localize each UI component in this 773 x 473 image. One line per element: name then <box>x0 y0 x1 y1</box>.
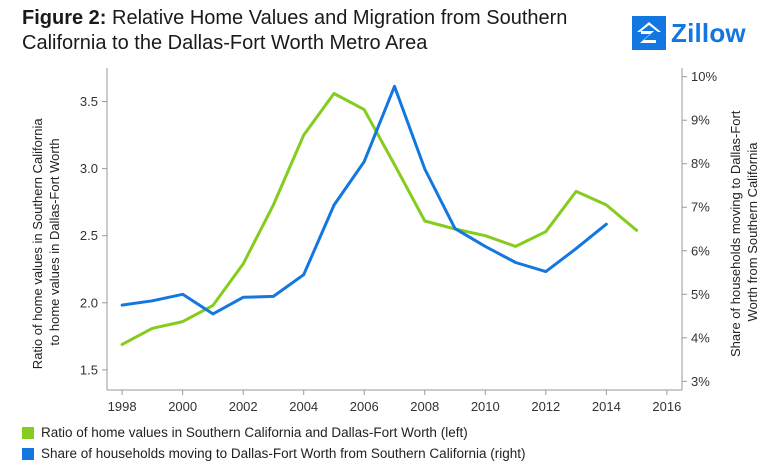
y-left-tick-label: 3.5 <box>80 94 98 109</box>
zillow-logo: Zillow <box>632 16 746 50</box>
legend-swatch-right-series <box>22 447 34 460</box>
figure-label: Figure 2: <box>22 7 107 29</box>
legend-label-right-series: Share of households moving to Dallas-For… <box>41 446 526 461</box>
y-right-tick-label: 6% <box>691 243 710 258</box>
x-tick-label: 2012 <box>531 399 560 414</box>
y-axis-left-label-line-1: Ratio of home values in Southern Califor… <box>30 118 45 370</box>
series-line-migration-share <box>120 84 608 316</box>
y-axis-right-label: Share of households moving to Dallas-For… <box>728 107 760 357</box>
y-left-tick-label: 2.0 <box>80 295 98 310</box>
x-tick-label: 2002 <box>229 399 258 414</box>
legend-label-left-series: Ratio of home values in Southern Califor… <box>41 425 468 440</box>
series-layer <box>120 84 639 346</box>
x-tick-label: 2016 <box>652 399 681 414</box>
series-line-home-value-ratio <box>120 92 639 346</box>
x-tick-label: 2010 <box>471 399 500 414</box>
y-axis-right-label-line-1: Share of households moving to Dallas-For… <box>728 110 743 357</box>
axes <box>106 68 683 391</box>
y-right-tick-label: 3% <box>691 374 710 389</box>
legend-item-left-series: Ratio of home values in Southern Califor… <box>22 425 468 440</box>
y-left-tick-label: 3.0 <box>80 161 98 176</box>
zillow-house-icon <box>632 16 666 50</box>
y-left-tick-label: 2.5 <box>80 228 98 243</box>
x-tick-label: 1998 <box>108 399 137 414</box>
x-tick-label: 2004 <box>289 399 318 414</box>
y-ticks-left: 1.5 2.0 2.5 3.0 3.5 <box>80 94 107 377</box>
x-tick-label: 2006 <box>350 399 379 414</box>
y-axis-left-label: Ratio of home values in Southern Califor… <box>30 115 62 369</box>
y-right-tick-label: 4% <box>691 330 710 345</box>
y-axis-left-label-line-2: to home values in Dallas-Fort Worth <box>47 138 62 345</box>
title-text: Relative Home Values and Migration from … <box>22 7 568 54</box>
x-tick-label: 2014 <box>592 399 621 414</box>
y-right-tick-label: 10% <box>691 69 717 84</box>
y-right-tick-label: 9% <box>691 113 710 128</box>
x-tick-label: 2008 <box>410 399 439 414</box>
y-right-tick-label: 5% <box>691 287 710 302</box>
y-right-tick-label: 7% <box>691 200 710 215</box>
x-tick-label: 2000 <box>168 399 197 414</box>
legend-swatch-left-series <box>22 426 34 439</box>
legend-item-right-series: Share of households moving to Dallas-For… <box>22 446 525 461</box>
y-right-tick-label: 8% <box>691 156 710 171</box>
y-left-tick-label: 1.5 <box>80 362 98 377</box>
chart-title: Figure 2: Relative Home Values and Migra… <box>22 6 612 56</box>
x-ticks: 1998 2000 2002 2004 2006 2008 2010 2012 2014 2016 <box>108 390 681 414</box>
y-axis-right-label-line-2: Worth from Southern California <box>745 142 760 322</box>
y-ticks-right: 3% 4% 5% 6% 7% 8% 9% 10% <box>682 69 717 389</box>
zillow-wordmark: Zillow <box>671 17 746 48</box>
